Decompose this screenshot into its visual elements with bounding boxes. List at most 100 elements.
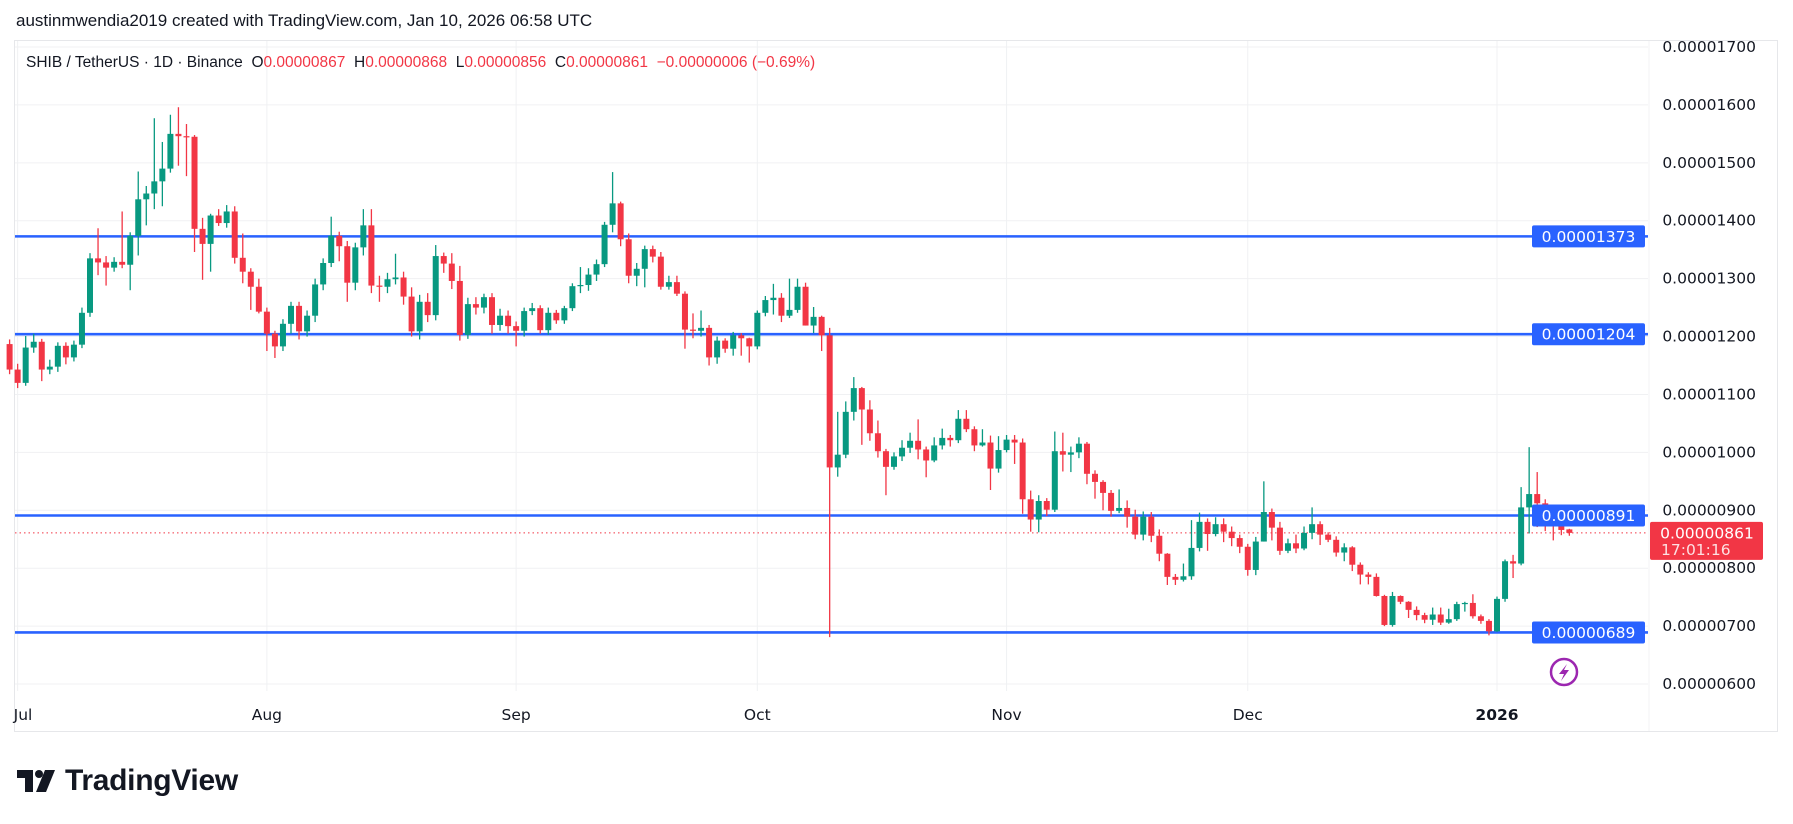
candle-body (360, 225, 367, 248)
candle-body (625, 239, 632, 276)
candle-body (38, 341, 45, 370)
close-label: C (554, 54, 567, 71)
candle-body (1485, 620, 1492, 632)
tradingview-logo[interactable]: TradingView (17, 764, 238, 798)
candle (874, 420, 881, 458)
candle (1244, 543, 1251, 576)
candle (963, 410, 970, 433)
candle (1421, 612, 1428, 624)
candle (87, 253, 93, 317)
candle-body (497, 315, 504, 325)
candle (424, 293, 431, 323)
candle (38, 338, 45, 382)
candle-body (464, 304, 471, 335)
candle-body (633, 268, 640, 276)
candle (1445, 608, 1452, 624)
candle (1461, 601, 1468, 612)
candle-body (1276, 527, 1283, 551)
candle (103, 256, 110, 286)
candle-body (834, 454, 841, 468)
candle (730, 331, 737, 356)
alert-button[interactable] (1549, 657, 1579, 687)
candle-body (1083, 443, 1090, 474)
level-price-label: 0.00001204 (1532, 323, 1645, 346)
candle-body (915, 440, 922, 450)
candle (95, 228, 102, 276)
candle (987, 435, 994, 491)
candle (263, 307, 270, 352)
candle (1349, 546, 1356, 572)
candle (834, 411, 841, 477)
candle-body (1172, 576, 1179, 580)
candle-body (1140, 516, 1147, 535)
candle (199, 217, 206, 280)
candle-body (1510, 561, 1517, 564)
candle-body (738, 335, 745, 339)
candle-body (641, 249, 648, 269)
candle-body (1349, 547, 1356, 565)
candle (288, 301, 294, 334)
candle (1180, 563, 1187, 582)
candle (376, 275, 383, 302)
candle-body (617, 203, 624, 240)
candle (505, 310, 512, 334)
candle-body (472, 304, 479, 308)
candle (1204, 518, 1211, 551)
candle (6, 339, 13, 375)
candle-body (175, 133, 182, 137)
candle-body (850, 388, 857, 412)
level-price-label-bg (1532, 621, 1645, 644)
time-tick-label: Nov (991, 706, 1021, 724)
candle (794, 278, 801, 313)
candle (480, 293, 487, 314)
candle-body (947, 437, 954, 441)
candle (1260, 481, 1267, 542)
candle (54, 342, 61, 372)
candle (416, 294, 423, 340)
candle (1067, 446, 1074, 473)
candle (1164, 553, 1171, 585)
candle (1477, 614, 1484, 624)
level-price-label: 0.00001373 (1532, 225, 1645, 248)
candle (70, 340, 77, 362)
candle (127, 232, 134, 291)
candle-body (762, 300, 769, 313)
candle-body (673, 282, 680, 294)
candle (850, 377, 857, 421)
candle-body (199, 228, 206, 244)
bar-countdown: 17:01:16 (1661, 541, 1731, 559)
candle (609, 172, 616, 233)
candle-body (1453, 604, 1460, 620)
candle-body (336, 235, 343, 247)
candle (1317, 521, 1324, 546)
price-tick-label: 0.00001700 (1662, 38, 1756, 56)
candle (1325, 532, 1332, 543)
candle (665, 275, 672, 290)
candle (1108, 490, 1115, 517)
candle-body (1244, 546, 1251, 570)
time-tick-label: Aug (252, 706, 282, 724)
candle (336, 231, 343, 262)
candle-body (1333, 539, 1340, 553)
price-tick-label: 0.00001300 (1662, 270, 1756, 288)
candle-body (288, 305, 294, 324)
candle (151, 118, 158, 210)
candle (1011, 434, 1018, 464)
candle-body (1100, 481, 1107, 493)
candle (907, 432, 914, 453)
candle-body (714, 340, 721, 358)
candle-body (1518, 507, 1525, 564)
candle (722, 338, 729, 353)
candle-body (1027, 499, 1034, 520)
candle (899, 440, 906, 462)
candle (14, 363, 21, 389)
candle-body (296, 305, 303, 332)
price-tick-label: 0.00001000 (1662, 443, 1756, 461)
candle-body (432, 256, 439, 316)
candle (818, 315, 825, 352)
candle (601, 221, 608, 268)
candle (1220, 518, 1227, 543)
candle-body (368, 225, 375, 286)
